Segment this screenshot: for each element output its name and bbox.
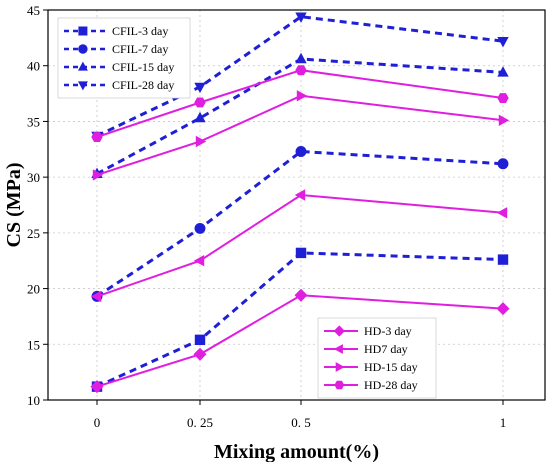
axis-ticks: 10 15 20 25 30 35 40 45 0 0. 25 0. 5 1 — [27, 3, 506, 430]
x-axis-title: Mixing amount(%) — [214, 441, 379, 462]
series-1-point-1 — [194, 222, 206, 234]
legend-0-label-1: CFIL-7 day — [112, 42, 168, 56]
series-3-point-2 — [295, 12, 307, 23]
legend-0-label-3: CFIL-28 day — [112, 78, 174, 92]
series-7-point-3 — [497, 93, 509, 103]
series-7 — [91, 65, 509, 142]
series-3-point-1 — [194, 82, 206, 94]
series-4-point-1 — [193, 347, 207, 361]
legend-0-marker-1 — [78, 44, 88, 54]
y-tick-label-7: 45 — [27, 3, 40, 18]
series-0-point-3 — [497, 254, 509, 265]
legend-1-marker-1 — [333, 344, 343, 354]
y-tick-label-1: 15 — [27, 337, 40, 352]
x-tick-label-1: 0. 25 — [187, 415, 213, 430]
series-6-point-0 — [92, 169, 104, 181]
series-5 — [90, 189, 508, 303]
plot-frame — [47, 9, 546, 401]
series-6-point-2 — [296, 90, 308, 102]
y-tick-label-6: 40 — [27, 59, 40, 74]
series-line-6 — [96, 94, 504, 176]
legend-1: HD-3 day HD7 day HD-15 day HD-28 day — [317, 317, 437, 399]
x-tick-label-2: 0. 5 — [291, 415, 311, 430]
series-3-point-3 — [497, 37, 509, 48]
series-5-point-2 — [294, 189, 306, 201]
series-layer — [90, 12, 510, 394]
legend-0-marker-3 — [78, 81, 88, 91]
series-line-1 — [96, 149, 504, 298]
y-axis-title: CS (MPa) — [3, 163, 25, 248]
series-2-point-2 — [295, 52, 307, 64]
y-tick-label-2: 20 — [27, 282, 40, 297]
legend-1-label-2: HD-15 day — [364, 360, 418, 374]
series-7-point-2 — [295, 65, 307, 76]
legend-0-marker-0 — [78, 26, 88, 36]
series-2-point-1 — [194, 111, 206, 123]
series-4 — [90, 288, 510, 394]
series-1-point-3 — [497, 158, 509, 170]
y-tick-label-5: 35 — [27, 114, 40, 129]
legend-1-label-0: HD-3 day — [364, 324, 412, 338]
series-5-point-3 — [496, 207, 508, 219]
legend-1-marker-0 — [333, 325, 345, 337]
series-line-3 — [96, 15, 504, 138]
series-line-7 — [96, 69, 504, 138]
series-line-4 — [96, 294, 504, 388]
legend-1-label-1: HD7 day — [364, 342, 408, 356]
series-7-point-1 — [194, 97, 206, 108]
x-tick-label-3: 1 — [500, 415, 507, 430]
series-2-point-3 — [497, 66, 509, 77]
series-0 — [91, 247, 509, 392]
series-0-point-2 — [295, 247, 307, 259]
series-5-point-0 — [90, 290, 102, 303]
series-7-point-0 — [91, 132, 103, 142]
legends: CFIL-3 day CFIL-7 day CFIL-15 day CFIL-28 d… — [57, 17, 437, 399]
series-6 — [92, 90, 510, 181]
legend-0-label-2: CFIL-15 day — [112, 60, 174, 74]
legend-0: CFIL-3 day CFIL-7 day CFIL-15 day CFIL-28 d… — [57, 17, 191, 99]
legend-0-marker-2 — [78, 61, 88, 71]
legend-1-label-3: HD-28 day — [364, 378, 418, 392]
series-1-point-2 — [295, 146, 307, 157]
series-6-point-1 — [195, 135, 207, 148]
series-1 — [91, 146, 509, 302]
legend-1-marker-2 — [335, 362, 345, 372]
series-0-point-1 — [194, 334, 206, 346]
legend-1-marker-3 — [334, 380, 345, 390]
x-tick-label-0: 0 — [94, 415, 101, 430]
y-tick-label-4: 30 — [27, 170, 40, 185]
legend-0-label-0: CFIL-3 day — [112, 24, 168, 38]
y-tick-label-0: 10 — [27, 393, 40, 408]
series-6-point-3 — [498, 114, 510, 126]
series-4-point-3 — [496, 302, 510, 316]
series-5-point-1 — [193, 255, 205, 267]
series-4-point-2 — [294, 288, 308, 302]
series-4-point-0 — [90, 380, 104, 394]
y-tick-label-3: 25 — [27, 226, 40, 241]
series-line-5 — [96, 193, 504, 298]
